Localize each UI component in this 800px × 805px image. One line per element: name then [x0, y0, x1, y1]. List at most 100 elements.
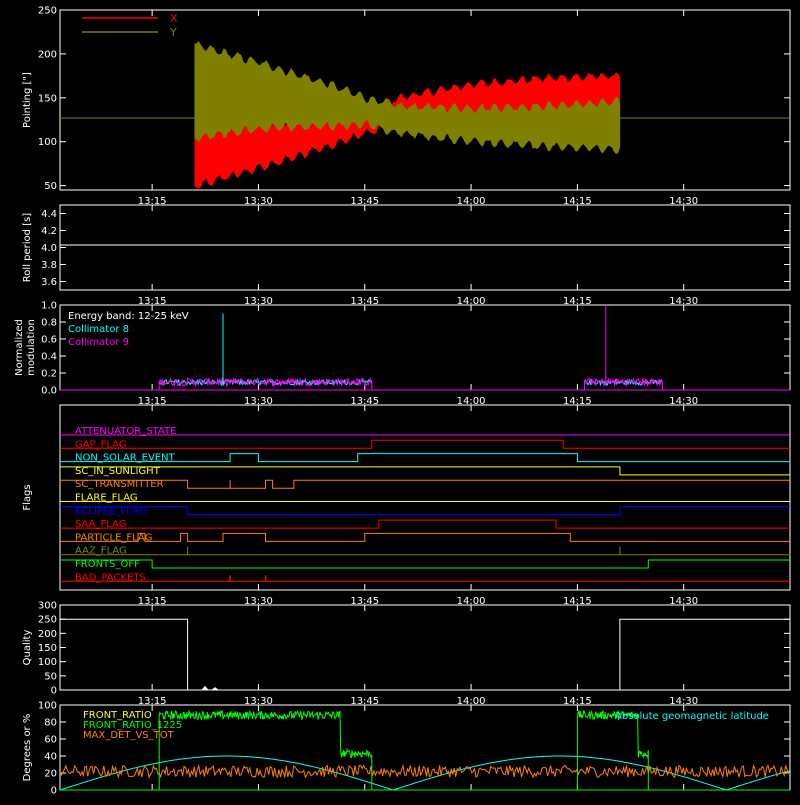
roll-xtick-label: 14:15 [563, 296, 592, 307]
modulation-ytick-label: 0.2 [41, 369, 57, 380]
ratios-ytick-label: 40 [44, 752, 57, 763]
modulation-xtick-label: 13:30 [244, 396, 273, 407]
pointing-ytick-label: 100 [38, 137, 57, 148]
pointing-xtick-label: 13:45 [350, 196, 379, 207]
roll-ytick-label: 4.0 [41, 243, 57, 254]
modulation-collimator9-0 [158, 376, 373, 388]
flags-frame [59, 404, 791, 591]
modulation-ylabel: Normalized [14, 319, 25, 376]
pointing-ytick-label: 50 [44, 181, 57, 192]
flag-line-eclipse_flag [60, 506, 790, 516]
flag-label-sc_transmitter: SC_TRANSMITTER [75, 479, 164, 490]
modulation-legend-2: Collimator 9 [68, 337, 129, 348]
modulation-collimator9-1 [584, 377, 663, 388]
flag-line-non_solar_event [60, 453, 790, 463]
flags-xtick-label: 14:15 [563, 596, 592, 607]
pointing-xtick-label: 13:30 [244, 196, 273, 207]
quality-xtick-label: 14:15 [563, 696, 592, 707]
roll-panel: 13:15 13:30 13:45 14:00 14:15 14:30 3.6 3.8 4.0 4… [22, 204, 791, 307]
ratios-ytick-label: 20 [44, 769, 57, 780]
ratios-front1225-0 [158, 709, 373, 790]
flag-label-sc_in_sunlight: SC_IN_SUNLIGHT [75, 466, 161, 477]
quality-ytick-label: 150 [38, 643, 57, 654]
modulation-ytick-label: 0.8 [41, 318, 57, 329]
pointing-xtick-label: 14:00 [457, 196, 486, 207]
flag-label-bad_packets: BAD_PACKETS [75, 572, 146, 583]
flag-label-saa_flag: SAA_FLAG [75, 519, 126, 530]
flag-label-flare_flag: FLARE_FLAG [75, 493, 138, 504]
roll-xtick-label: 13:15 [138, 296, 167, 307]
flag-line-particle_flag [60, 532, 790, 542]
pointing-ytick-label: 250 [38, 6, 57, 17]
modulation-ytick-label: 0.6 [41, 335, 57, 346]
modulation-xtick-label: 14:15 [563, 396, 592, 407]
flag-line-gap_flag [60, 439, 790, 449]
ratios-ytick-label: 60 [44, 735, 57, 746]
modulation-ylabel2: modulation [26, 319, 37, 376]
ratios-ytick-label: 100 [38, 701, 57, 712]
quality-panel: 13:15 13:30 13:45 14:00 14:15 14:30 0 50 100 150 2… [22, 601, 791, 707]
pointing-series-Y [194, 40, 621, 154]
quality-xtick-label: 14:30 [669, 696, 698, 707]
modulation-xtick-label: 13:45 [350, 396, 379, 407]
pointing-legend-label-Y: Y [169, 26, 177, 39]
flags-xtick-label: 14:00 [457, 596, 486, 607]
modulation-legend-1: Collimator 8 [68, 324, 129, 335]
ratios-legend-1: FRONT_RATIO_1225 [83, 720, 182, 731]
roll-ytick-label: 3.6 [41, 277, 57, 288]
quality-blips [201, 685, 219, 691]
roll-ytick-label: 4.2 [41, 226, 57, 237]
pointing-xtick-label: 13:15 [138, 196, 167, 207]
flags-xtick-label: 13:15 [138, 596, 167, 607]
modulation-xtick-label: 14:00 [457, 396, 486, 407]
pointing-legend-label-X: X [170, 12, 178, 25]
flag-line-sc_in_sunlight [60, 466, 790, 476]
flags-panel: 13:15 13:30 13:45 14:00 14:15 14:30 Flags ATTEN… [22, 404, 791, 607]
quality-xtick-label: 13:15 [138, 696, 167, 707]
modulation-ytick-label: 0.0 [41, 386, 57, 397]
roll-ytick-label: 3.8 [41, 260, 57, 271]
modulation-xtick-label: 14:30 [669, 396, 698, 407]
flag-label-fronts_off: FRONTS_OFF [75, 559, 140, 570]
quality-ytick-label: 200 [38, 629, 57, 640]
flags-ylabel: Flags [22, 484, 33, 510]
roll-ylabel: Roll period [s] [22, 213, 33, 282]
flag-label-eclipse_flag: ECLIPSE_FLAG [75, 506, 146, 517]
flags-xtick-label: 13:30 [244, 596, 273, 607]
flags-xtick-label: 14:30 [669, 596, 698, 607]
modulation-legend-0: Energy band: 12-25 keV [68, 311, 189, 322]
pointing-xtick-label: 14:30 [669, 196, 698, 207]
flag-label-attenuator_state: ATTENUATOR_STATE [75, 426, 176, 437]
quality-ytick-label: 100 [38, 657, 57, 668]
quality-ytick-label: 250 [38, 615, 57, 626]
roll-frame [59, 204, 791, 291]
flag-label-particle_flag: PARTICLE_FLAG [75, 532, 152, 543]
flag-label-aaz_flag: AAZ_FLAG [75, 546, 127, 557]
ratios-right-label: Absolute geomagnetic latitude [615, 711, 769, 722]
ratios-ylabel: Degrees or % [22, 714, 33, 782]
ratios-legend-0: FRONT_RATIO [83, 710, 152, 721]
flag-label-non_solar_event: NON_SOLAR_EVENT [75, 453, 176, 464]
quality-ytick-label: 300 [38, 601, 57, 612]
quality-frame [59, 604, 791, 691]
modulation-ytick-label: 0.4 [41, 352, 57, 363]
ratios-legend-2: MAX_DET_VS_TOT [83, 730, 175, 741]
quality-xtick-label: 13:30 [244, 696, 273, 707]
modulation-ytick-label: 1.0 [41, 301, 57, 312]
quality-xtick-label: 13:45 [350, 696, 379, 707]
roll-xtick-label: 14:30 [669, 296, 698, 307]
roll-ytick-label: 4.4 [41, 209, 57, 220]
ratios-panel: 0 20 40 60 80 100 Degrees or % FRONT_RATIOFRONT… [22, 701, 791, 797]
quality-ytick-label: 50 [44, 671, 57, 682]
ratios-maxdet-line [59, 763, 791, 779]
pointing-panel: 13:15 13:30 13:45 14:00 14:15 14:30 50 100 150 20… [22, 6, 791, 207]
ratios-front1225-1 [576, 709, 649, 790]
modulation-panel: 13:15 13:30 13:45 14:00 14:15 14:30 0.0 0.2 0.4 0… [14, 301, 791, 407]
quality-ytick-label: 0 [51, 686, 57, 697]
flag-label-gap_flag: GAP_FLAG [75, 439, 127, 450]
quality-xtick-label: 14:00 [457, 696, 486, 707]
pointing-ylabel: Pointing ["] [22, 72, 33, 128]
flag-line-fronts_off [60, 559, 790, 569]
roll-xtick-label: 13:30 [244, 296, 273, 307]
